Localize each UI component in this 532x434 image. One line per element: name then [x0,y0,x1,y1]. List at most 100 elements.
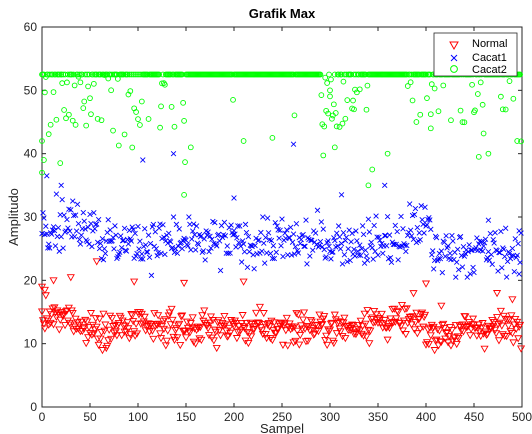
point-cacat2 [331,71,338,78]
point-cacat1 [94,221,100,227]
point-cacat1 [364,257,371,263]
plot-points [37,71,526,355]
point-normal [365,340,374,348]
point-cacat1 [293,221,300,227]
point-cacat1 [498,228,504,235]
point-normal [360,310,369,318]
point-normal [236,326,245,334]
point-cacat1 [310,247,316,253]
point-normal [406,314,415,322]
point-normal [281,327,290,335]
point-normal [246,319,255,327]
point-cacat1 [101,246,108,252]
point-cacat2 [134,71,140,78]
point-normal [196,324,205,332]
point-normal [334,318,343,326]
y-tick-label: 50 [24,83,38,97]
point-cacat1 [143,249,150,255]
point-normal [49,277,58,285]
point-cacat1 [454,259,460,265]
point-cacat1 [445,243,451,249]
point-cacat1 [85,224,91,231]
point-normal [496,307,505,316]
point-cacat2 [322,74,329,81]
point-normal [257,327,266,335]
point-cacat1 [328,256,334,262]
point-cacat2 [56,71,63,78]
point-cacat2 [469,81,475,88]
point-cacat1 [208,245,214,251]
point-cacat1 [237,223,243,229]
point-cacat1 [467,271,473,277]
point-cacat1 [76,236,83,243]
point-normal [68,309,77,318]
point-cacat1 [161,234,167,240]
point-cacat1 [166,230,172,237]
point-cacat1 [439,269,446,276]
point-cacat2 [156,71,162,78]
point-cacat1 [232,231,238,237]
point-cacat2 [404,83,411,89]
legend-marker-cacat2 [450,65,458,73]
point-normal [123,319,132,327]
point-normal [173,334,182,342]
point-cacat1 [44,173,50,179]
point-normal [427,321,436,330]
point-normal [370,307,379,316]
point-normal [411,319,420,327]
point-cacat1 [334,230,340,236]
point-cacat1 [87,211,93,218]
x-tick-label: 400 [416,410,436,424]
point-cacat1 [65,225,71,231]
point-normal [434,342,443,350]
point-cacat1 [443,233,449,239]
point-cacat1 [332,237,338,244]
point-normal [392,315,401,323]
point-cacat1 [370,256,376,262]
point-cacat2 [66,111,72,118]
point-normal [82,340,91,348]
point-cacat1 [422,204,428,210]
point-cacat1 [433,234,440,241]
point-cacat2 [457,107,464,114]
point-cacat1 [140,157,146,163]
point-cacat1 [487,230,494,237]
point-cacat1 [270,243,277,249]
point-normal [111,328,120,336]
point-cacat1 [375,252,381,258]
point-cacat1 [368,239,374,246]
point-cacat1 [514,252,520,259]
point-normal [40,286,49,295]
point-normal [234,322,243,331]
point-normal [443,329,452,337]
point-normal [502,333,511,341]
point-cacat2 [181,118,187,124]
point-cacat1 [100,257,107,263]
point-normal [130,278,139,286]
point-cacat1 [233,244,239,250]
point-cacat1 [484,254,491,261]
point-cacat2 [137,122,143,128]
point-normal [415,315,424,323]
point-normal [323,341,332,350]
point-cacat1 [48,231,55,237]
point-cacat1 [150,221,157,228]
point-cacat2 [363,106,370,113]
point-cacat1 [117,249,123,255]
point-cacat2 [130,71,137,78]
point-cacat1 [146,254,153,260]
point-cacat1 [349,230,355,237]
point-normal [168,316,177,325]
point-cacat2 [427,111,434,118]
point-cacat1 [58,182,64,189]
point-normal [103,342,112,351]
point-cacat2 [331,144,338,151]
point-cacat2 [159,80,165,87]
point-cacat1 [318,219,325,225]
point-normal [488,317,497,325]
point-normal [108,323,118,331]
point-normal [286,326,295,334]
point-cacat2 [86,71,92,78]
point-cacat1 [427,217,433,223]
point-cacat1 [365,216,372,222]
